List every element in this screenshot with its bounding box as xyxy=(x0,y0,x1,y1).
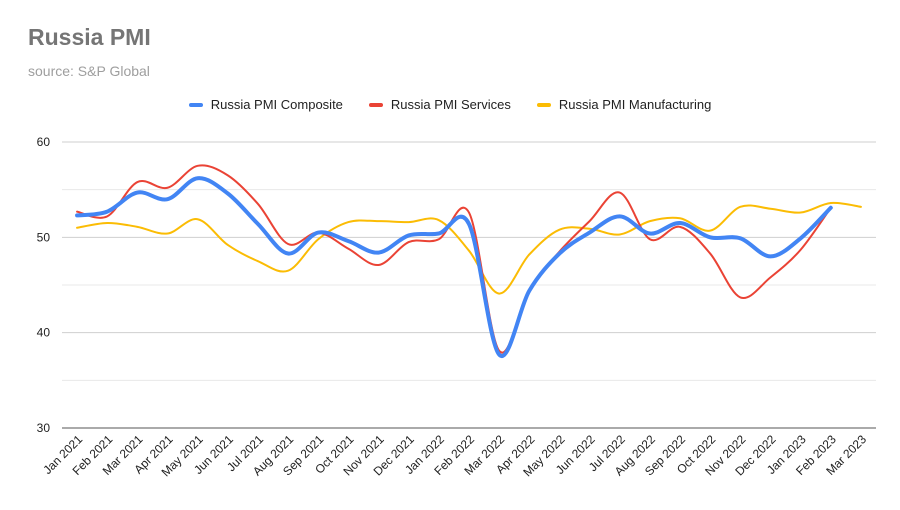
y-tick-label: 50 xyxy=(37,230,51,244)
series-line-manufacturing xyxy=(76,201,862,295)
legend-label-composite: Russia PMI Composite xyxy=(210,97,343,112)
series-line-composite xyxy=(75,176,833,358)
series-line-services xyxy=(76,164,832,354)
legend-label-services: Russia PMI Services xyxy=(390,97,511,112)
chart-subtitle: source: S&P Global xyxy=(28,63,150,79)
legend-item-services: Russia PMI Services xyxy=(368,97,511,112)
legend-swatch-composite xyxy=(188,102,203,107)
y-tick-label: 30 xyxy=(37,421,51,435)
y-tick-label: 40 xyxy=(37,326,51,340)
chart-title: Russia PMI xyxy=(28,24,151,50)
legend-item-composite: Russia PMI Composite xyxy=(188,97,343,112)
legend-label-manufacturing: Russia PMI Manufacturing xyxy=(558,97,712,112)
chart-legend: Russia PMI Composite Russia PMI Services… xyxy=(0,97,900,112)
legend-swatch-services xyxy=(368,102,383,107)
legend-swatch-manufacturing xyxy=(536,102,551,107)
legend-item-manufacturing: Russia PMI Manufacturing xyxy=(536,97,712,112)
y-tick-label: 60 xyxy=(37,135,51,149)
